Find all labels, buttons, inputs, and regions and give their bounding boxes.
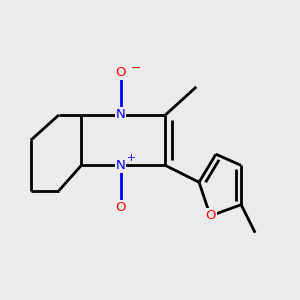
Text: N: N — [116, 108, 125, 122]
Text: +: + — [127, 153, 136, 164]
Text: −: − — [131, 62, 141, 75]
Text: O: O — [115, 66, 126, 80]
Text: O: O — [115, 201, 126, 214]
Text: O: O — [205, 209, 215, 222]
Text: N: N — [116, 159, 125, 172]
